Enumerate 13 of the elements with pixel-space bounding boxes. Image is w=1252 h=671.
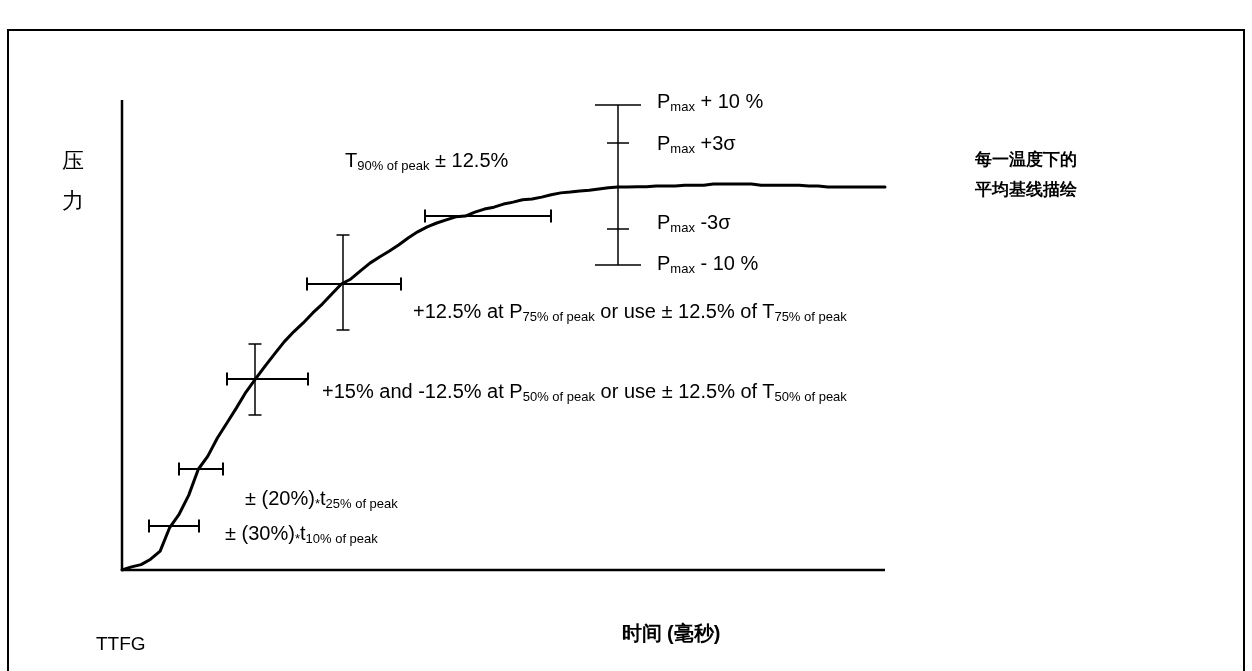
annotation: P$_{max}$ - 10 % — [657, 252, 759, 276]
text: T$_{90% of peak}$ ± 12.5% — [345, 149, 509, 173]
annotation: +12.5% at P$_{75% of peak}$ or use ± 12.5% of T$_{75% of peak}$ — [413, 300, 848, 324]
annotation: ± (20%)$_{*}$t$_{25% of peak}$ — [245, 487, 399, 511]
x-axis-title: 时间 (毫秒) — [621, 622, 721, 644]
text: P$_{max}$ +3σ — [657, 132, 737, 156]
annotation: P$_{max}$ -3σ — [657, 211, 732, 235]
text: TTFG — [96, 633, 146, 654]
y-axis-title: 压力 — [62, 148, 84, 213]
text: P$_{max}$ + 10 % — [657, 90, 764, 114]
annotation: +15% and -12.5% at P$_{50% of peak}$ or use ± 12.5% of T$_{50% of peak}$ — [322, 380, 848, 404]
text: 每一温度下的平均基线描绘 — [974, 150, 1078, 199]
annotation: ± (30%)$_{*}$t$_{10% of peak}$ — [225, 522, 379, 546]
